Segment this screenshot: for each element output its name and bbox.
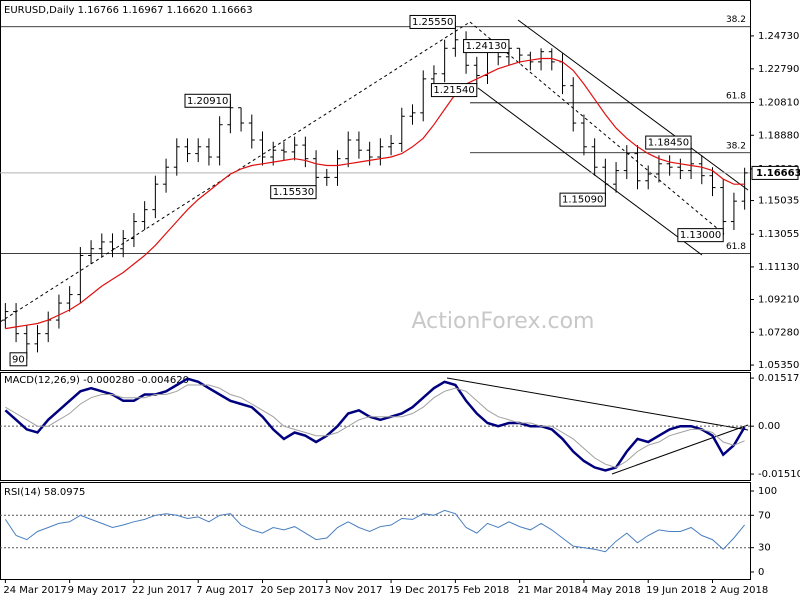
annotation-label: 1.20910 bbox=[187, 96, 228, 107]
y-tick-label: 1.22790 bbox=[758, 64, 799, 75]
macd-header: MACD(12,26,9) -0.000280 -0.004620 bbox=[4, 375, 189, 386]
y-tick-label: -0.015105 bbox=[758, 469, 800, 480]
price-header: EURUSD,Daily 1.16766 1.16967 1.16620 1.1… bbox=[4, 5, 253, 16]
fib-ratio: 61.8 bbox=[726, 242, 746, 252]
last-price-box bbox=[751, 165, 799, 180]
fib-ratio: 38.2 bbox=[726, 141, 746, 151]
annotation-box bbox=[9, 352, 28, 367]
channel-line bbox=[477, 87, 703, 256]
annotation-label: 1.18450 bbox=[648, 138, 689, 149]
rsi-panel bbox=[0, 482, 751, 580]
y-tick-label: 1.18880 bbox=[758, 130, 799, 141]
annotation-label: 1.24130 bbox=[466, 41, 507, 52]
fib-ratio: 38.2 bbox=[726, 15, 746, 25]
y-tick-label: 1.09210 bbox=[758, 295, 799, 306]
macd-trend-line bbox=[446, 377, 749, 431]
y-tick-label: 70 bbox=[758, 510, 771, 521]
rsi-header: RSI(14) 58.0975 bbox=[4, 487, 85, 498]
y-tick-label: 1.11130 bbox=[758, 262, 799, 273]
annotation-label: 1.25550 bbox=[412, 17, 453, 28]
y-tick-label: 1.24730 bbox=[758, 31, 799, 42]
y-tick-label: 0.00 bbox=[758, 421, 780, 432]
y-tick-label: 1.15035 bbox=[758, 196, 799, 207]
annotation-box bbox=[677, 228, 724, 243]
annotation-box bbox=[463, 39, 510, 54]
y-tick-label: 1.05350 bbox=[758, 360, 799, 371]
x-tick-label: 3 Nov 2017 bbox=[325, 585, 383, 596]
moving-average bbox=[5, 57, 745, 330]
y-tick-label: 1.20810 bbox=[758, 97, 799, 108]
annotation-label: 1.15530 bbox=[273, 187, 314, 198]
series-line bbox=[4, 377, 746, 472]
channel-line bbox=[517, 19, 749, 191]
x-tick-label: 19 Jun 2018 bbox=[646, 585, 706, 596]
annotation-label: 1.15090 bbox=[562, 195, 603, 206]
annotation-box bbox=[409, 14, 456, 29]
x-tick-label: 7 Aug 2017 bbox=[196, 585, 254, 596]
y-tick-label: 1.13055 bbox=[758, 229, 799, 240]
price-panel bbox=[0, 0, 751, 371]
trend-line bbox=[469, 21, 725, 235]
annotation-box bbox=[559, 192, 606, 207]
watermark: ActionForex.com bbox=[412, 309, 595, 334]
macd-trend-line bbox=[611, 424, 749, 475]
y-tick-label: 30 bbox=[758, 543, 771, 554]
x-tick-label: 9 May 2017 bbox=[68, 585, 127, 596]
x-tick-label: 24 Mar 2017 bbox=[3, 585, 66, 596]
annotation-box bbox=[430, 83, 478, 98]
annotation-label: 1.21540 bbox=[433, 85, 474, 96]
annotation-box bbox=[645, 135, 692, 150]
x-tick-label: 5 Feb 2018 bbox=[453, 585, 509, 596]
y-tick-label: 100 bbox=[758, 486, 777, 497]
x-tick-label: 20 Sep 2017 bbox=[261, 585, 324, 596]
x-tick-label: 2 Aug 2018 bbox=[711, 585, 769, 596]
y-tick-label: 0.015176 bbox=[758, 373, 800, 384]
fib-ratio: 61.8 bbox=[726, 91, 746, 101]
x-tick-label: 19 Dec 2017 bbox=[389, 585, 453, 596]
annotation-box bbox=[184, 93, 231, 108]
annotation-label: 90 bbox=[12, 354, 25, 365]
series-line bbox=[5, 384, 745, 468]
annotation-label: 1.13000 bbox=[680, 230, 721, 241]
series-line bbox=[4, 509, 745, 553]
last-price-label: 1.16663 bbox=[756, 168, 800, 179]
annotation-box bbox=[270, 185, 317, 200]
y-tick-label: 1.07280 bbox=[758, 327, 799, 338]
x-tick-label: 4 May 2018 bbox=[582, 585, 641, 596]
x-tick-label: 21 Mar 2018 bbox=[518, 585, 581, 596]
y-tick-label: 0 bbox=[758, 567, 764, 578]
x-tick-label: 22 Jun 2017 bbox=[132, 585, 192, 596]
